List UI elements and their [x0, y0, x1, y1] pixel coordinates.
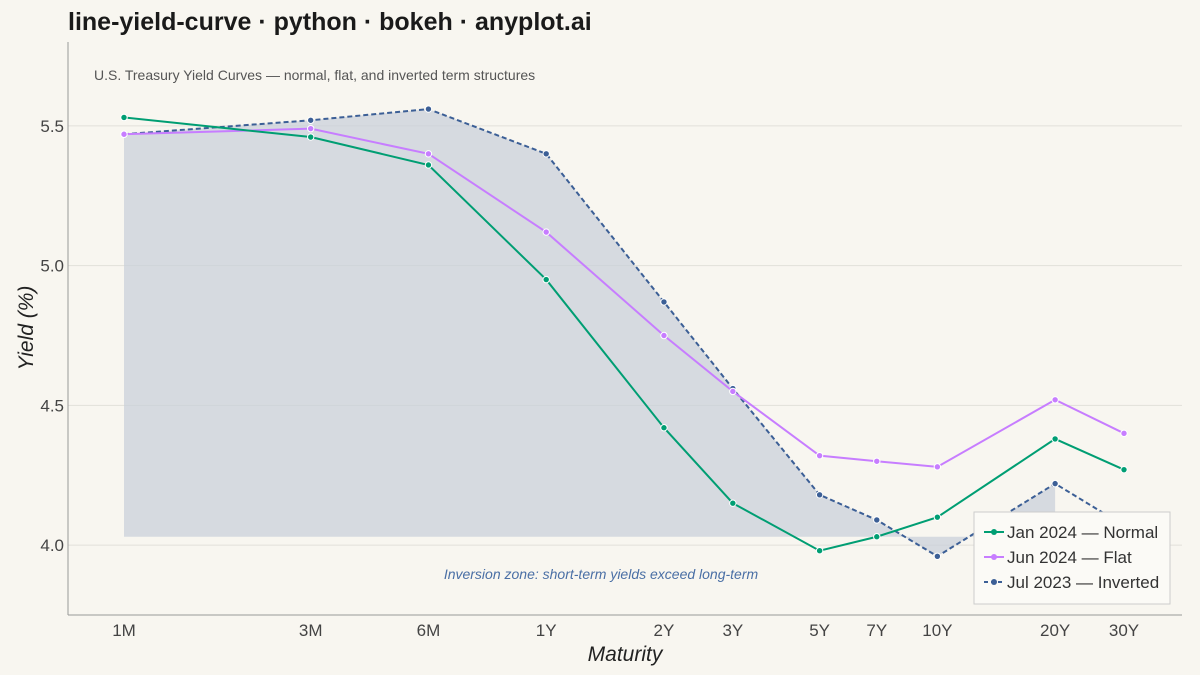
page-title: line-yield-curve · python · bokeh · anyp…: [68, 8, 592, 36]
x-tick-label: 1Y: [536, 621, 557, 640]
x-tick-label: 7Y: [866, 621, 887, 640]
legend-box: [973, 511, 1171, 605]
y-tick-label: 5.5: [40, 117, 64, 136]
x-tick-label: 5Y: [809, 621, 830, 640]
series-point: [1120, 465, 1128, 474]
series-point: [424, 150, 433, 158]
series-point: [933, 552, 942, 561]
series-point: [933, 513, 942, 521]
series-point: [307, 116, 315, 124]
series-point: [120, 130, 128, 138]
series-point: [120, 113, 128, 122]
legend-item: Jun 2024 — Flat: [984, 548, 1132, 567]
x-tick-label: 1M: [112, 621, 136, 640]
series-point: [660, 331, 668, 340]
x-tick-label: 10Y: [922, 621, 952, 640]
series-point: [660, 424, 668, 432]
series-point: [1120, 429, 1128, 438]
series-point: [933, 463, 942, 471]
legend-marker: [991, 579, 997, 585]
series-point: [1051, 479, 1059, 488]
series-point: [424, 161, 433, 169]
x-tick-label: 6M: [417, 621, 441, 640]
inversion-zone-annotation: Inversion zone: short-term yields exceed…: [444, 566, 759, 582]
y-axis-label: Yield (%): [15, 286, 38, 371]
legend-marker: [991, 554, 997, 560]
x-tick-label: 3Y: [722, 621, 743, 640]
y-tick-label: 4.5: [40, 396, 64, 415]
series-point: [542, 228, 550, 236]
series-point: [1051, 396, 1059, 404]
axis-layer: 4.0 4.5 5.0 5.5 1M 3M 6M 1Y 2Y 3Y 5Y 7Y 10Y 20Y 30Y: [40, 42, 1182, 640]
series-point: [542, 275, 550, 284]
legend-item: Jan 2024 — Normal: [984, 523, 1158, 542]
x-axis-label: Maturity: [588, 643, 664, 666]
series-point: [1051, 435, 1059, 443]
legend-label: Jul 2023 — Inverted: [1007, 573, 1159, 592]
series-1: [120, 124, 1128, 471]
x-tick-label: 3M: [299, 621, 323, 640]
series-point: [729, 499, 737, 507]
series-point: [815, 547, 824, 555]
x-tick-label: 20Y: [1040, 621, 1070, 640]
series-point: [815, 491, 824, 499]
y-tick-label: 4.0: [40, 536, 64, 555]
series-point: [873, 516, 881, 524]
series-point: [660, 298, 668, 306]
series-0: [120, 113, 1128, 555]
series-point: [873, 533, 881, 541]
y-tick-label: 5.0: [40, 257, 64, 276]
legend: Jan 2024 — Normal Jun 2024 — Flat Jul 2023…: [973, 511, 1171, 605]
series-point: [307, 133, 315, 141]
series-point: [729, 387, 737, 396]
x-tick-label: 30Y: [1109, 621, 1139, 640]
series-point: [815, 451, 824, 460]
x-tick-label: 2Y: [654, 621, 675, 640]
series-point: [542, 150, 550, 158]
series-point: [307, 124, 315, 133]
series-point: [873, 457, 881, 465]
chart-subtitle: U.S. Treasury Yield Curves — normal, fla…: [94, 67, 535, 83]
legend-label: Jan 2024 — Normal: [1007, 523, 1158, 542]
legend-label: Jun 2024 — Flat: [1007, 548, 1132, 567]
series-point: [424, 105, 433, 113]
legend-marker: [991, 529, 997, 535]
legend-item: Jul 2023 — Inverted: [984, 573, 1159, 592]
